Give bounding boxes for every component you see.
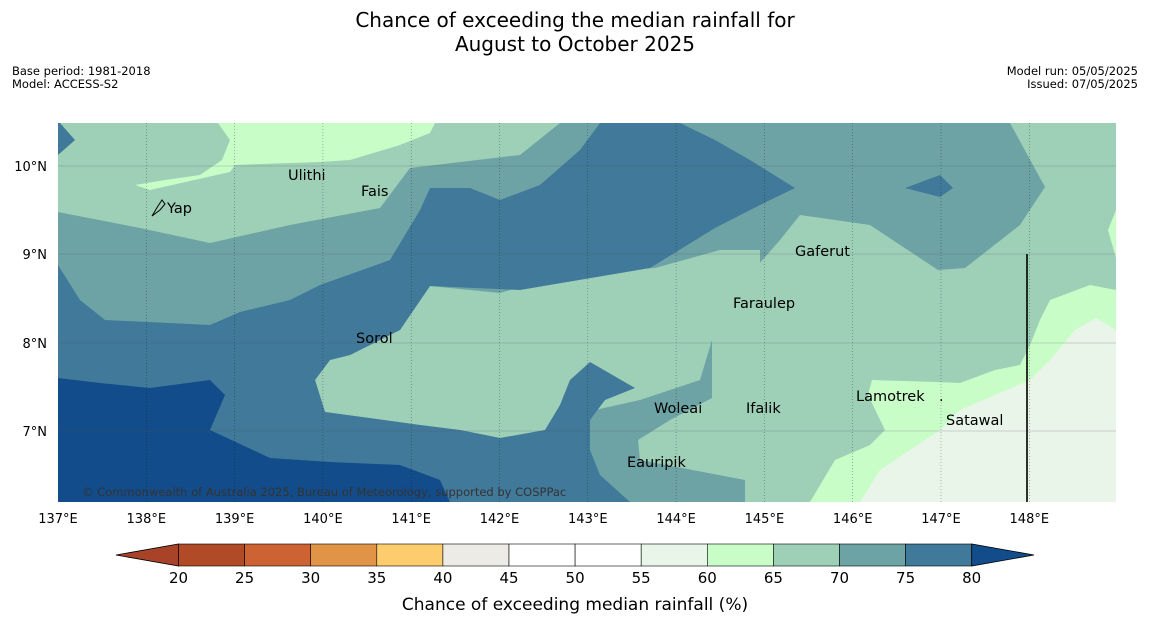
base-info: Base period: 1981-2018 Model: ACCESS-S2 xyxy=(12,65,151,91)
colorbar-bin xyxy=(640,543,708,567)
colorbar-extend-low xyxy=(115,543,179,567)
model-name: Model: ACCESS-S2 xyxy=(12,77,119,91)
colorbar-tick-label: 40 xyxy=(433,569,452,587)
probability-contours xyxy=(58,123,1116,502)
lon-tick-label: 142°E xyxy=(480,512,520,527)
colorbar-extend-high xyxy=(971,543,1035,567)
place-gaferut: Gaferut xyxy=(795,244,850,260)
lat-tick-label: 9°N xyxy=(23,248,48,263)
lat-tick-label: 8°N xyxy=(23,337,48,352)
lon-tick-label: 137°E xyxy=(38,512,78,527)
colorbar-tick-label: 30 xyxy=(301,569,320,587)
lon-tick-label: 146°E xyxy=(833,512,873,527)
lon-tick-label: 141°E xyxy=(391,512,431,527)
place-ulithi: Ulithi xyxy=(288,168,326,184)
colorbar-bin xyxy=(706,543,774,567)
lon-tick-label: 144°E xyxy=(656,512,696,527)
longitude-tick-labels: 137°E 138°E 139°E 140°E 141°E 142°E 143°E 144°E… xyxy=(38,512,1049,527)
colorbar-bin xyxy=(442,543,510,567)
title-line-1: Chance of exceeding the median rainfall … xyxy=(355,8,795,32)
latitude-lines xyxy=(58,165,1116,432)
colorbar-tick-label: 20 xyxy=(169,569,188,587)
colorbar-bin xyxy=(376,543,444,567)
place-fais: Fais xyxy=(361,184,388,200)
lon-tick-label: 148°E xyxy=(1010,512,1050,527)
colorbar-bin xyxy=(244,543,312,567)
lat-tick-label: 10°N xyxy=(14,160,47,175)
place-yap: Yap xyxy=(166,201,192,217)
colorbar-tick-label: 55 xyxy=(632,569,651,587)
colorbar-bin xyxy=(178,543,245,567)
contour-75-80-central xyxy=(58,123,795,502)
colorbar: 20 25 30 35 40 45 50 55 60 65 70 75 80 xyxy=(115,543,1035,587)
place-faraulep: Faraulep xyxy=(733,296,795,312)
contour-80-plus xyxy=(58,378,450,502)
contour-65-70-south xyxy=(315,250,760,438)
colorbar-bin xyxy=(508,543,576,567)
colorbar-bin xyxy=(310,543,378,567)
colorbar-bin xyxy=(773,543,840,567)
colorbar-tick-label: 65 xyxy=(764,569,783,587)
contour-65-70-northwest xyxy=(58,123,560,243)
colorbar-tick-label: 70 xyxy=(830,569,849,587)
colorbar-label: Chance of exceeding median rainfall (%) xyxy=(402,595,748,615)
lon-tick-label: 139°E xyxy=(215,512,255,527)
colorbar-tick-label: 35 xyxy=(367,569,386,587)
lon-tick-label: 138°E xyxy=(127,512,167,527)
lon-tick-label: 145°E xyxy=(745,512,785,527)
place-sorol: Sorol xyxy=(356,331,393,347)
base-period: Base period: 1981-2018 xyxy=(12,64,151,78)
place-woleai: Woleai xyxy=(654,401,702,417)
contour-75-80-west-edge xyxy=(58,123,75,155)
atoll-marker: . xyxy=(939,389,944,405)
model-run-date: Model run: 05/05/2025 xyxy=(1006,64,1138,78)
lat-tick-label: 7°N xyxy=(23,425,48,440)
colorbar-bin xyxy=(839,543,906,567)
colorbar-tick-label: 25 xyxy=(235,569,254,587)
place-lamotrek: Lamotrek xyxy=(856,389,925,405)
colorbar-tick-label: 45 xyxy=(499,569,518,587)
graticule xyxy=(146,123,1030,502)
lon-tick-label: 147°E xyxy=(921,512,961,527)
colorbar-tick-label: 80 xyxy=(962,569,981,587)
colorbar-tick-label: 75 xyxy=(896,569,915,587)
place-eauripik: Eauripik xyxy=(627,455,686,471)
title-line-2: August to October 2025 xyxy=(454,32,696,56)
issued-date: Issued: 07/05/2025 xyxy=(1027,77,1138,91)
lon-tick-label: 143°E xyxy=(568,512,608,527)
colorbar-bin xyxy=(905,543,972,567)
place-labels: Yap Ulithi Fais Gaferut Faraulep Sorol W… xyxy=(166,168,1003,471)
yap-island-shape xyxy=(151,199,166,217)
lon-tick-label: 140°E xyxy=(303,512,343,527)
chart-title: Chance of exceeding the median rainfall … xyxy=(0,8,1150,56)
colorbar-bin xyxy=(574,543,642,567)
run-info: Model run: 05/05/2025 Issued: 07/05/2025 xyxy=(1007,65,1138,91)
place-satawal: Satawal xyxy=(946,413,1003,429)
copyright-notice: © Commonwealth of Australia 2025, Bureau… xyxy=(82,485,566,499)
place-ifalik: Ifalik xyxy=(746,401,781,417)
contour-55-60 xyxy=(860,318,1116,502)
latitude-tick-labels: 10°N 9°N 8°N 7°N xyxy=(14,160,47,440)
contour-60-65-east-edge xyxy=(1108,210,1116,258)
colorbar-tick-label: 50 xyxy=(566,569,585,587)
colorbar-tick-label: 60 xyxy=(698,569,717,587)
contour-60-65-northwest xyxy=(135,123,435,190)
